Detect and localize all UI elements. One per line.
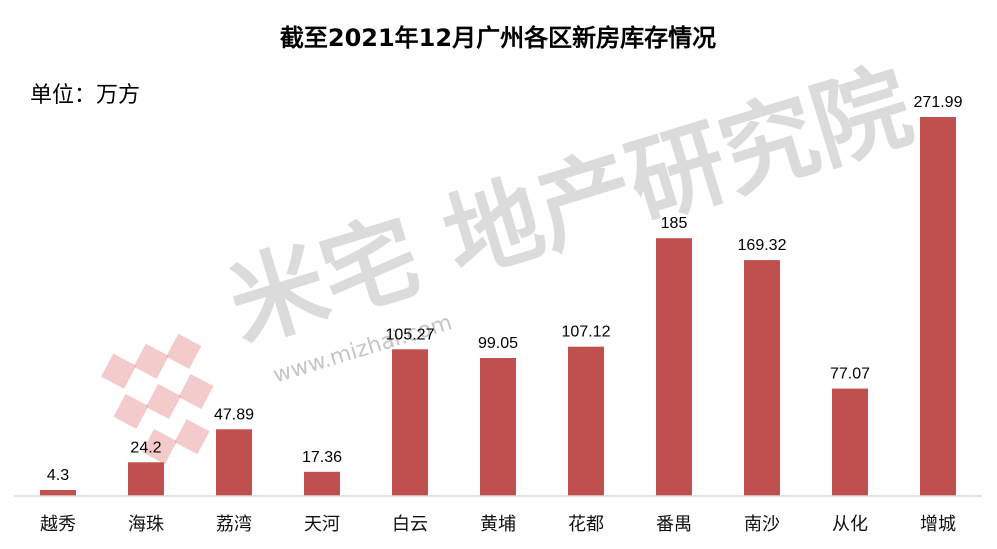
value-label-1: 24.2: [130, 439, 161, 456]
value-label-7: 185: [661, 215, 688, 232]
category-label-8: 南沙: [744, 514, 780, 535]
category-label-10: 增城: [920, 514, 956, 535]
chart-title: 截至2021年12月广州各区新房库存情况: [280, 24, 716, 52]
bar-10: [920, 117, 956, 496]
bar-7: [656, 238, 692, 496]
bar-1: [128, 462, 164, 496]
bar-8: [744, 260, 780, 496]
bar-6: [568, 346, 604, 496]
category-label-4: 白云: [392, 514, 428, 535]
value-label-0: 4.3: [47, 467, 69, 484]
bars-group: [40, 117, 956, 496]
bar-3: [304, 471, 340, 496]
value-label-10: 271.99: [914, 94, 963, 111]
bar-4: [392, 349, 428, 496]
category-labels-group: 越秀 海珠 荔湾 天河 白云 黄埔 花都 番禺 南沙 从化 增城: [40, 514, 956, 535]
category-label-5: 黄埔: [480, 514, 516, 535]
value-labels-group: 4.3 24.2 47.89 17.36 105.27 99.05 107.12 185 169…: [47, 94, 963, 484]
category-label-0: 越秀: [40, 514, 76, 535]
value-label-8: 169.32: [738, 237, 787, 254]
bar-2: [216, 429, 252, 496]
value-label-3: 17.36: [302, 449, 342, 466]
category-label-1: 海珠: [128, 514, 164, 535]
category-label-7: 番禺: [656, 514, 692, 535]
value-label-9: 77.07: [830, 366, 870, 383]
value-label-4: 105.27: [386, 326, 435, 343]
category-label-3: 天河: [304, 514, 340, 535]
value-label-5: 99.05: [478, 335, 518, 352]
bar-5: [480, 358, 516, 496]
bar-0: [40, 490, 76, 496]
category-label-2: 荔湾: [216, 514, 252, 535]
category-label-9: 从化: [832, 514, 868, 535]
watermark-logo-icon: [101, 333, 214, 465]
value-label-6: 107.12: [562, 324, 611, 341]
watermark-text: 米宅 地产研究院: [216, 49, 923, 362]
bar-9: [832, 388, 868, 496]
unit-label: 单位：万方: [30, 83, 140, 108]
value-label-2: 47.89: [214, 406, 254, 423]
category-label-6: 花都: [568, 514, 604, 535]
